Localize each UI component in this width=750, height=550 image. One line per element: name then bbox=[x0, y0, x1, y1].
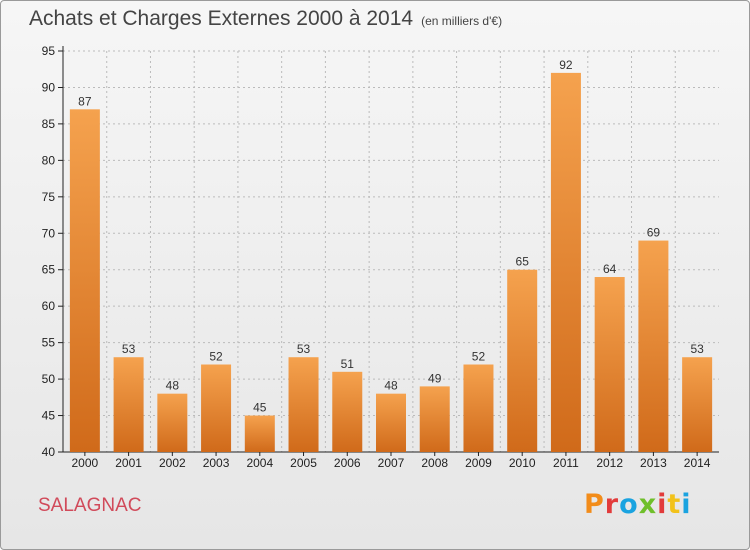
y-tick-label: 95 bbox=[42, 44, 56, 58]
data-label-2006: 51 bbox=[341, 357, 355, 371]
x-tick-label-2005: 2005 bbox=[290, 456, 317, 470]
brand-letter: x bbox=[638, 489, 658, 520]
y-tick-label: 55 bbox=[42, 336, 56, 350]
chart-unit: (en milliers d'€) bbox=[421, 14, 503, 28]
data-label-2009: 52 bbox=[472, 350, 486, 364]
bar-2003 bbox=[201, 364, 232, 452]
y-tick-label: 75 bbox=[42, 190, 56, 204]
data-label-2004: 45 bbox=[253, 401, 267, 415]
x-tick-label-2013: 2013 bbox=[640, 456, 667, 470]
data-label-2005: 53 bbox=[297, 342, 311, 356]
bar-2000 bbox=[69, 109, 100, 452]
brand-letter: r bbox=[604, 489, 620, 520]
brand-letter: i bbox=[681, 489, 692, 520]
bar-2006 bbox=[332, 371, 363, 452]
data-label-2012: 64 bbox=[603, 262, 617, 276]
data-label-2011: 92 bbox=[559, 58, 573, 72]
bar-layer bbox=[69, 72, 713, 452]
brand-letter: i bbox=[657, 489, 668, 520]
x-tick-label-2004: 2004 bbox=[246, 456, 273, 470]
proxiti-logo[interactable]: Proxiti bbox=[584, 489, 692, 520]
brand-letter: P bbox=[584, 489, 605, 520]
bar-2012 bbox=[594, 277, 625, 452]
y-tick-label: 80 bbox=[42, 153, 56, 167]
y-tick-label: 85 bbox=[42, 117, 56, 131]
x-tick-label-2011: 2011 bbox=[553, 456, 579, 470]
data-label-2013: 69 bbox=[647, 226, 661, 240]
y-tick-label: 70 bbox=[42, 226, 56, 240]
bar-2013 bbox=[638, 240, 669, 452]
y-tick-label: 50 bbox=[42, 372, 56, 386]
bar-2010 bbox=[507, 269, 538, 452]
bar-2014 bbox=[682, 357, 713, 452]
y-tick-label: 60 bbox=[42, 299, 56, 313]
data-label-2007: 48 bbox=[384, 379, 398, 393]
x-tick-label-2008: 2008 bbox=[421, 456, 448, 470]
x-tick-label-2012: 2012 bbox=[596, 456, 623, 470]
chart-title: Achats et Charges Externes 2000 à 2014 (e… bbox=[29, 7, 502, 31]
x-tick-label-2014: 2014 bbox=[684, 456, 711, 470]
brand-letter: o bbox=[619, 489, 639, 520]
data-label-2000: 87 bbox=[78, 94, 92, 108]
x-tick-label-2000: 2000 bbox=[72, 456, 99, 470]
x-tick-label-2001: 2001 bbox=[115, 456, 142, 470]
bar-2008 bbox=[419, 386, 450, 452]
x-tick-label-2009: 2009 bbox=[465, 456, 492, 470]
bar-2005 bbox=[288, 357, 319, 452]
data-label-2002: 48 bbox=[166, 379, 180, 393]
data-label-2001: 53 bbox=[122, 342, 136, 356]
bar-2007 bbox=[376, 393, 406, 452]
label-layer: 87 53 48 52 45 53 51 48 49 52 65 92 64 69 53 bbox=[78, 58, 704, 415]
bar-2004 bbox=[244, 415, 275, 452]
brand-letter: t bbox=[667, 489, 682, 520]
commune-name: SALAGNAC bbox=[38, 495, 142, 516]
bar-2002 bbox=[157, 393, 188, 452]
title-text: Achats et Charges Externes 2000 à 2014 bbox=[29, 7, 414, 30]
bar-2011 bbox=[550, 72, 581, 452]
data-label-2010: 65 bbox=[516, 255, 530, 269]
x-tick-label-2003: 2003 bbox=[203, 456, 230, 470]
y-tick-label: 90 bbox=[42, 80, 56, 94]
x-tick-label-2006: 2006 bbox=[334, 456, 361, 470]
x-tick-label-2010: 2010 bbox=[509, 456, 536, 470]
data-label-2003: 52 bbox=[209, 350, 223, 364]
x-tick-label-2002: 2002 bbox=[159, 456, 186, 470]
bar-2009 bbox=[463, 364, 494, 452]
bar-2001 bbox=[113, 357, 144, 452]
data-label-2008: 49 bbox=[428, 371, 442, 385]
x-tick-label-2007: 2007 bbox=[378, 456, 405, 470]
y-tick-label: 45 bbox=[42, 409, 56, 423]
y-tick-label: 65 bbox=[42, 263, 56, 277]
data-label-2014: 53 bbox=[690, 342, 704, 356]
y-tick-label: 40 bbox=[42, 445, 56, 459]
